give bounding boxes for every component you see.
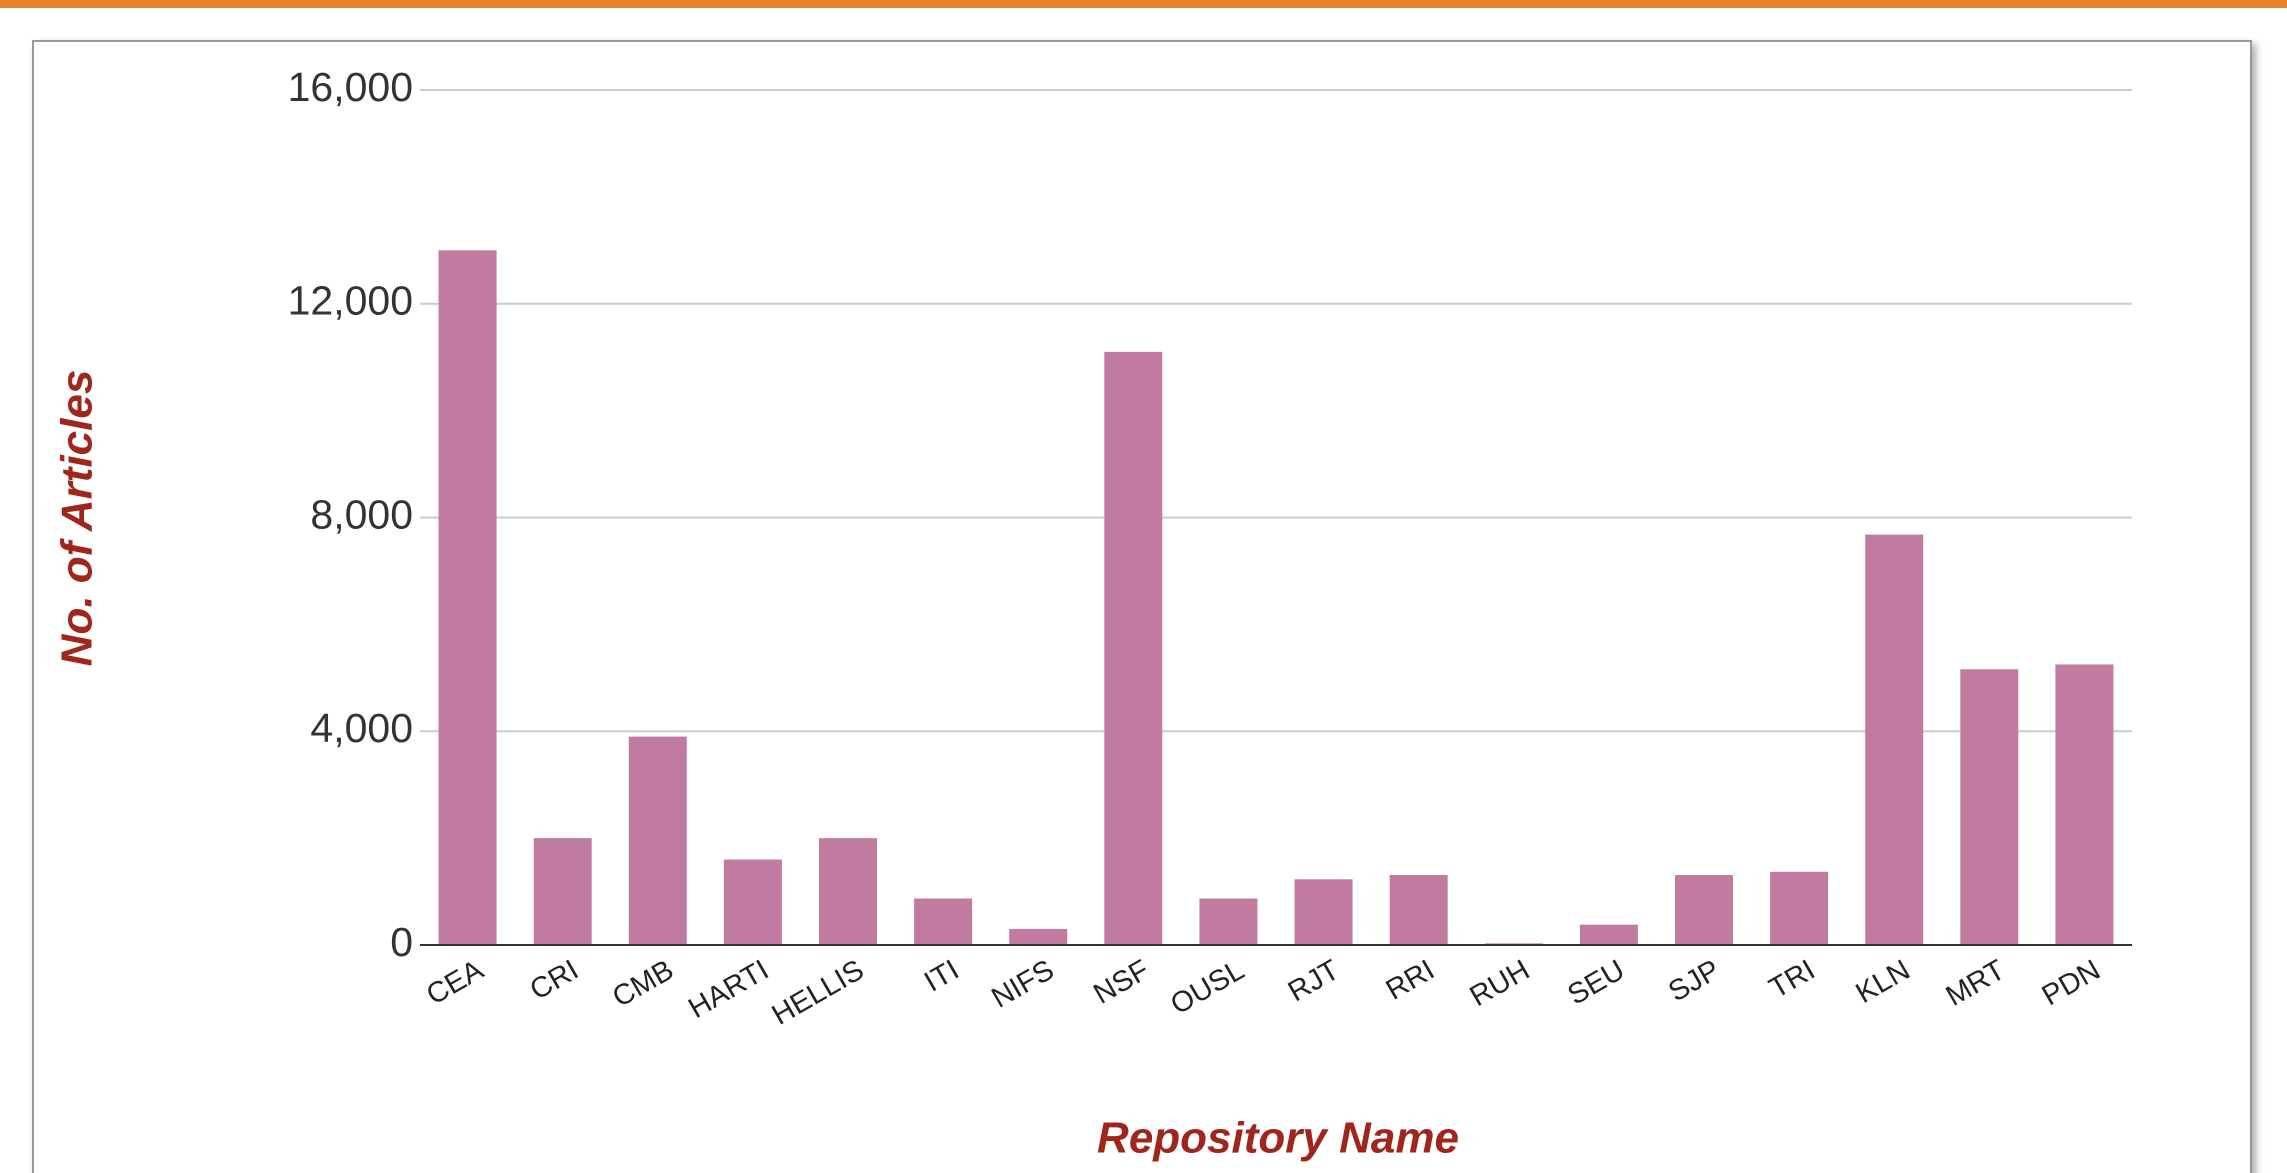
bar: [533, 838, 592, 945]
y-tick-label: 4,000: [310, 705, 413, 751]
bar: [723, 859, 782, 945]
y-axis-title: No. of Articles: [53, 370, 102, 667]
bar: [818, 838, 878, 945]
bar: [1865, 534, 1924, 945]
bar: [1294, 879, 1353, 945]
bar: [2055, 664, 2114, 945]
bar: [1104, 351, 1163, 945]
bar: [1960, 669, 2019, 945]
bar: [1199, 898, 1258, 945]
bar: [914, 898, 973, 945]
bar: [1579, 924, 1638, 945]
y-tick-label: 12,000: [288, 278, 413, 324]
bar: [628, 736, 687, 945]
y-tick-label: 8,000: [310, 491, 413, 537]
bar: [1009, 928, 1068, 945]
y-tick-label: 16,000: [288, 64, 413, 110]
bar: [438, 250, 497, 945]
bar: [1674, 874, 1734, 945]
x-axis-title: Repository Name: [1097, 1114, 1459, 1163]
top-bar: [0, 0, 2287, 8]
bar: [1770, 871, 1829, 945]
bar: [1389, 874, 1448, 945]
y-tick-label: 0: [390, 919, 413, 965]
